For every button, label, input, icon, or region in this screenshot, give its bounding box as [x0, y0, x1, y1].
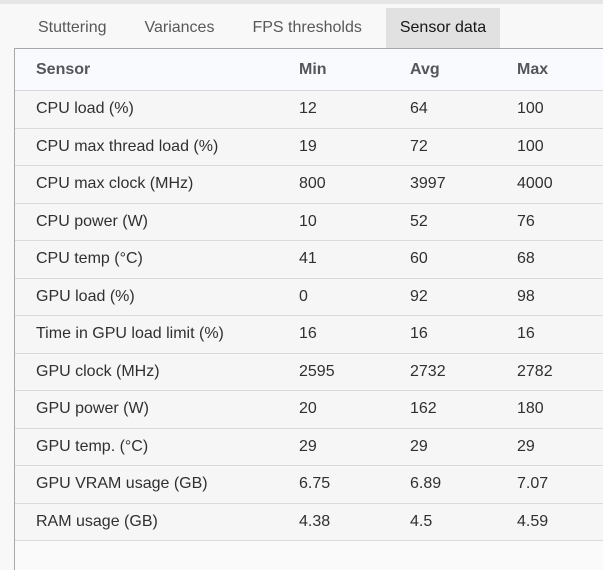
cell-avg: 64 [410, 100, 428, 118]
cell-max: 29 [517, 437, 535, 455]
analysis-tabbar: Stuttering Variances FPS thresholds Sens… [0, 8, 603, 48]
cell-min: 29 [299, 437, 317, 455]
cell-min: 10 [299, 212, 317, 230]
tab-variances[interactable]: Variances [144, 19, 215, 36]
tab-stuttering[interactable]: Stuttering [38, 19, 107, 36]
cell-max: 2782 [517, 362, 553, 380]
cell-min: 20 [299, 400, 317, 418]
cell-sensor: Time in GPU load limit (%) [36, 325, 224, 343]
cell-sensor: GPU clock (MHz) [36, 362, 160, 380]
cell-sensor: GPU power (W) [36, 400, 149, 418]
table-row[interactable]: GPU temp. (°C) 29 29 29 [15, 428, 603, 466]
cell-max: 68 [517, 250, 535, 268]
cell-avg: 6.89 [410, 475, 442, 493]
cell-sensor: CPU power (W) [36, 212, 149, 230]
cell-avg: 4.5 [410, 512, 433, 530]
cell-avg: 16 [410, 325, 428, 343]
cell-sensor: RAM usage (GB) [36, 512, 158, 530]
table-row[interactable]: RAM usage (GB) 4.38 4.5 4.59 [15, 503, 603, 541]
table-row[interactable]: GPU load (%) 0 92 98 [15, 278, 603, 316]
cell-max: 76 [517, 212, 535, 230]
cell-max: 4000 [517, 175, 553, 193]
table-row[interactable]: Time in GPU load limit (%) 16 16 16 [15, 316, 603, 354]
cell-avg: 52 [410, 212, 428, 230]
tab-sensor-data[interactable]: Sensor data [385, 8, 501, 48]
cell-min: 800 [299, 175, 326, 193]
top-edge-strip [0, 0, 603, 4]
table-row[interactable]: GPU clock (MHz) 2595 2732 2782 [15, 353, 603, 391]
cell-min: 2595 [299, 362, 335, 380]
cell-sensor: GPU load (%) [36, 287, 135, 305]
cell-min: 6.75 [299, 475, 331, 493]
cell-min: 16 [299, 325, 317, 343]
cell-avg: 162 [410, 400, 437, 418]
cell-avg: 92 [410, 287, 428, 305]
sensor-datagrid: Sensor Min Avg Max CPU load (%) 12 64 100 CP… [14, 48, 603, 570]
cell-avg: 72 [410, 137, 428, 155]
cell-sensor: CPU max thread load (%) [36, 137, 219, 155]
cell-max: 4.59 [517, 512, 549, 530]
table-row[interactable]: CPU power (W) 10 52 76 [15, 203, 603, 241]
cell-sensor: CPU load (%) [36, 100, 134, 118]
cell-max: 180 [517, 400, 544, 418]
table-row[interactable]: CPU temp (°C) 41 60 68 [15, 241, 603, 279]
cell-max: 100 [517, 100, 544, 118]
column-header-min[interactable]: Min [299, 60, 327, 78]
cell-min: 12 [299, 100, 317, 118]
column-header-max[interactable]: Max [517, 60, 549, 78]
cell-min: 41 [299, 250, 317, 268]
column-header-sensor[interactable]: Sensor [36, 60, 91, 78]
cell-max: 100 [517, 137, 544, 155]
cell-avg: 60 [410, 250, 428, 268]
table-row[interactable]: GPU power (W) 20 162 180 [15, 391, 603, 429]
cell-avg: 2732 [410, 362, 446, 380]
cell-max: 16 [517, 325, 535, 343]
cell-min: 4.38 [299, 512, 331, 530]
cell-sensor: CPU temp (°C) [36, 250, 143, 268]
cell-max: 7.07 [517, 475, 549, 493]
cell-min: 19 [299, 137, 317, 155]
table-row[interactable]: CPU load (%) 12 64 100 [15, 91, 603, 129]
table-row[interactable]: CPU max thread load (%) 19 72 100 [15, 128, 603, 166]
cell-min: 0 [299, 287, 308, 305]
cell-avg: 3997 [410, 175, 446, 193]
column-header-avg[interactable]: Avg [410, 60, 440, 78]
cell-sensor: GPU VRAM usage (GB) [36, 475, 208, 493]
table-row[interactable]: CPU max clock (MHz) 800 3997 4000 [15, 166, 603, 204]
cell-sensor: GPU temp. (°C) [36, 437, 149, 455]
sensor-table-header: Sensor Min Avg Max [15, 49, 603, 91]
cell-max: 98 [517, 287, 535, 305]
cell-avg: 29 [410, 437, 428, 455]
tab-fps-thresholds[interactable]: FPS thresholds [252, 19, 362, 36]
cell-sensor: CPU max clock (MHz) [36, 175, 194, 193]
table-row[interactable]: GPU VRAM usage (GB) 6.75 6.89 7.07 [15, 466, 603, 504]
sensor-table-body: CPU load (%) 12 64 100 CPU max thread load (… [15, 91, 603, 541]
